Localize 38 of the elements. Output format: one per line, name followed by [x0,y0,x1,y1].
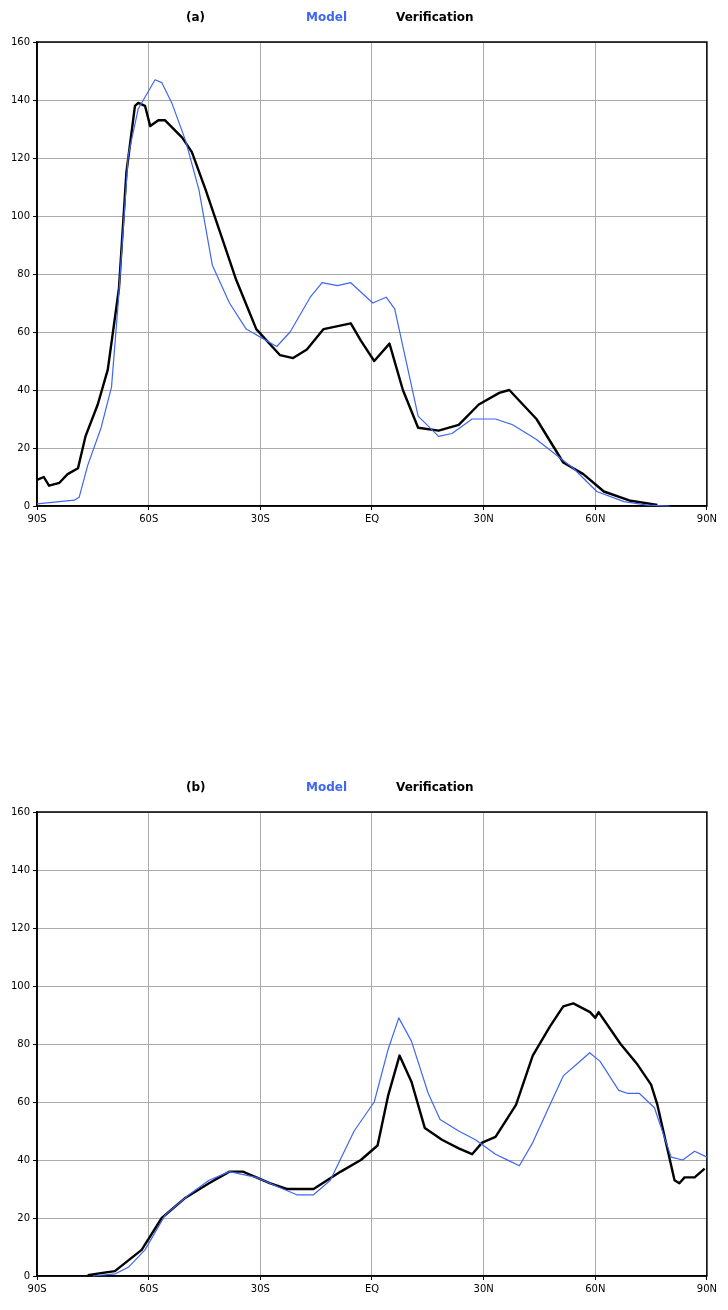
y-tick-label: 40 [17,1153,31,1165]
x-tick-label: 90S [27,512,47,524]
y-tick-label: 100 [10,209,31,221]
y-tick-label: 140 [10,863,31,875]
x-tick-label: 90N [696,1282,718,1294]
x-tick-label: 60N [585,512,606,524]
x-tick-label: 60N [585,1282,606,1294]
x-tick-label: 30S [250,512,270,524]
y-tick-label: 20 [17,441,31,453]
y-tick-label: 160 [10,805,31,817]
y-tick-label: 60 [17,325,31,337]
y-tick-label: 120 [10,151,31,163]
text: Verification [396,780,474,794]
x-tick-label: EQ [364,1282,380,1294]
text: Model [306,780,348,794]
y-tick-label: 140 [10,93,31,105]
x-tick-label: 60S [139,512,159,524]
y-tick-label: 100 [10,979,31,991]
chart-title: (a) [186,10,206,24]
y-tick-label: 0 [23,499,31,511]
y-tick-label: 0 [23,1269,31,1281]
y-tick-label: 40 [17,383,31,395]
x-tick-label: 60S [139,1282,159,1294]
x-tick-label: 30S [250,1282,270,1294]
y-tick-label: 120 [10,921,31,933]
y-tick-label: 80 [17,1037,31,1049]
text: Verification [396,10,474,24]
x-tick-label: 90N [696,512,718,524]
x-tick-label: 90S [27,1282,47,1294]
x-tick-label: 30N [473,1282,494,1294]
y-tick-label: 20 [17,1211,31,1223]
text: Model [306,10,348,24]
x-tick-label: EQ [364,512,380,524]
y-tick-label: 60 [17,1095,31,1107]
chart-title: (b) [186,780,206,794]
x-tick-label: 30N [473,512,494,524]
y-tick-label: 160 [10,35,31,47]
y-tick-label: 80 [17,267,31,279]
